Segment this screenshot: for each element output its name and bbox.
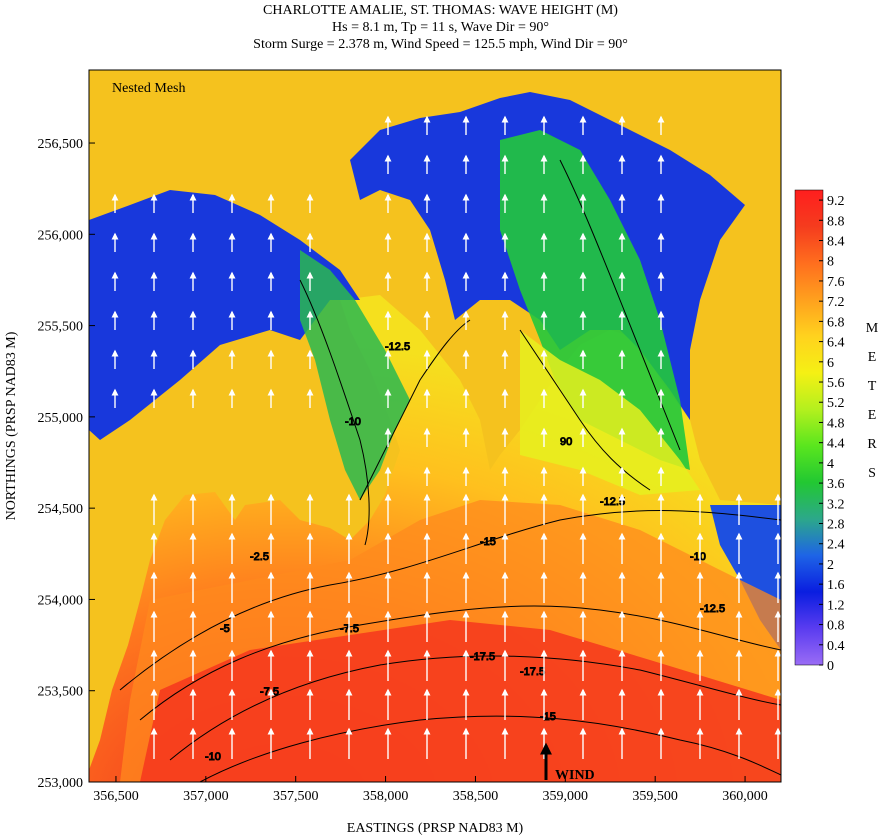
contour-label: -12.5 [700,603,725,615]
colorbar [795,190,823,665]
open-sea-hot [140,620,781,782]
y-tick-label: 254,000 [38,593,84,608]
colorbar-tick-label: 4.8 [827,416,845,431]
colorbar-frame [794,189,824,666]
contour-line [139,605,781,721]
western-bay-inner [300,250,410,500]
contour-label: -10 [690,551,706,563]
colorbar-label-letter: T [868,379,877,394]
wind-label: WIND [555,768,595,783]
contour-line [119,510,781,691]
colorbar-tick-label: 2 [827,558,834,573]
colorbar-label-letter: R [867,437,877,452]
x-tick-label: 356,500 [93,789,139,804]
colorbar-tick-label: 0 [827,659,834,674]
contour-label: -2.5 [250,551,269,563]
contour-label: -15 [540,711,556,723]
y-tick-label: 254,500 [38,502,84,517]
x-tick-label: 360,000 [722,789,768,804]
x-tick-label: 357,000 [183,789,229,804]
northern-bay-core [520,330,700,495]
contour-label: -10 [345,416,361,428]
colorbar-tick-label: 3.2 [827,497,845,512]
y-tick-label: 255,500 [38,320,84,335]
colorbar-tick-label: 2.8 [827,518,845,533]
y-tick-label: 256,000 [38,228,84,243]
contour-label: -10 [205,751,221,763]
chart-subtitle-line-2: Storm Surge = 2.378 m, Wind Speed = 125.… [253,37,628,52]
y-tick-label: 255,000 [38,411,84,426]
contour-label: -12.5 [385,341,410,353]
colorbar-tick-label: 0.4 [827,639,845,654]
colorbar-tick-label: 5.2 [827,396,845,411]
contour-label: 90 [560,436,572,448]
colorbar-tick-label: 4.4 [827,437,845,452]
chart-title: CHARLOTTE AMALIE, ST. THOMAS: WAVE HEIGH… [263,3,618,18]
contour-label: -17.5 [470,651,495,663]
x-axis: 356,500 357,000 357,500 358,000 358,500 359,0… [93,776,768,804]
northern-bay-inner [500,130,690,470]
contour-label: -5 [220,623,230,635]
y-tick-label: 253,000 [38,776,84,791]
contour-label: -7.5 [260,686,279,698]
y-tick-label: 256,500 [38,137,84,152]
western-bay-water [89,190,360,440]
colorbar-tick-label: 6.4 [827,336,845,351]
colorbar-tick-label: 9.2 [827,194,845,209]
colorbar-tick-label: 2.4 [827,538,845,553]
contour-line [359,319,471,501]
x-tick-label: 358,000 [363,789,409,804]
nested-mesh-label: Nested Mesh [112,81,186,96]
colorbar-tick-label: 4 [827,457,834,472]
contour-line [299,279,370,546]
y-axis-label: NORTHINGS (PRSP NAD83 M) [4,331,19,520]
x-axis-label: EASTINGS (PRSP NAD83 M) [347,821,524,836]
colorbar-tick-label: 8 [827,255,834,270]
colorbar-label-letter: E [868,408,877,423]
x-tick-label: 357,500 [273,789,319,804]
colorbar-tick-label: 5.6 [827,376,845,391]
y-axis: 253,000 253,500 254,000 254,500 255,000 255,5… [38,137,95,791]
depth-contours: -2.5-5-7.5-10-7.5-15-17.5-17.5-12.5-10-1… [119,159,781,782]
colorbar-tick-label: 1.2 [827,598,845,613]
contour-label: -15 [480,536,496,548]
contour-label: -17.5 [520,666,545,678]
chart-subtitle-line-1: Hs = 8.1 m, Tp = 11 s, Wave Dir = 90° [332,20,549,35]
colorbar-ticks: 0 0.4 0.8 1.2 1.6 2 2.4 2.8 3.2 3.6 4 4.4 4.8 5.2 5.6 6… [794,189,845,674]
colorbar-label-letter: S [868,466,876,481]
x-tick-label: 359,000 [543,789,589,804]
plot-frame [88,69,782,783]
x-tick-label: 359,500 [632,789,678,804]
colorbar-tick-label: 7.6 [827,275,845,290]
colorbar-label-letter: M [866,321,879,336]
colorbar-tick-label: 8.8 [827,214,845,229]
colorbar-tick-label: 6.8 [827,315,845,330]
colorbar-tick-label: 7.2 [827,295,845,310]
y-tick-label: 253,500 [38,685,84,700]
colorbar-label-letter: E [868,350,877,365]
contour-line [169,655,781,761]
contour-line [199,715,781,782]
x-tick-label: 358,500 [453,789,499,804]
colorbar-tick-label: 8.4 [827,235,845,250]
colorbar-tick-label: 6 [827,356,834,371]
colorbar-tick-label: 1.6 [827,578,845,593]
colorbar-tick-label: 0.8 [827,619,845,634]
colorbar-tick-label: 3.6 [827,477,845,492]
